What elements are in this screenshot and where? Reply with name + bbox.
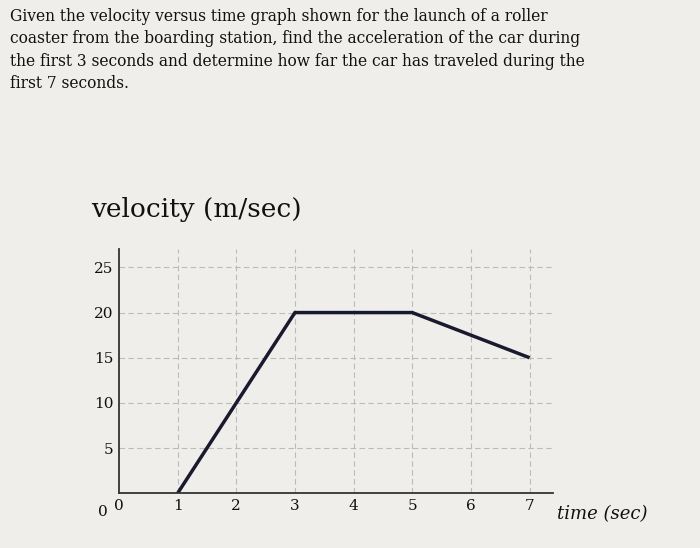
Text: 0: 0 — [99, 505, 108, 520]
Text: time (sec): time (sec) — [557, 505, 648, 523]
Text: velocity (m/sec): velocity (m/sec) — [91, 197, 302, 222]
Text: Given the velocity versus time graph shown for the launch of a roller
coaster fr: Given the velocity versus time graph sho… — [10, 8, 585, 92]
